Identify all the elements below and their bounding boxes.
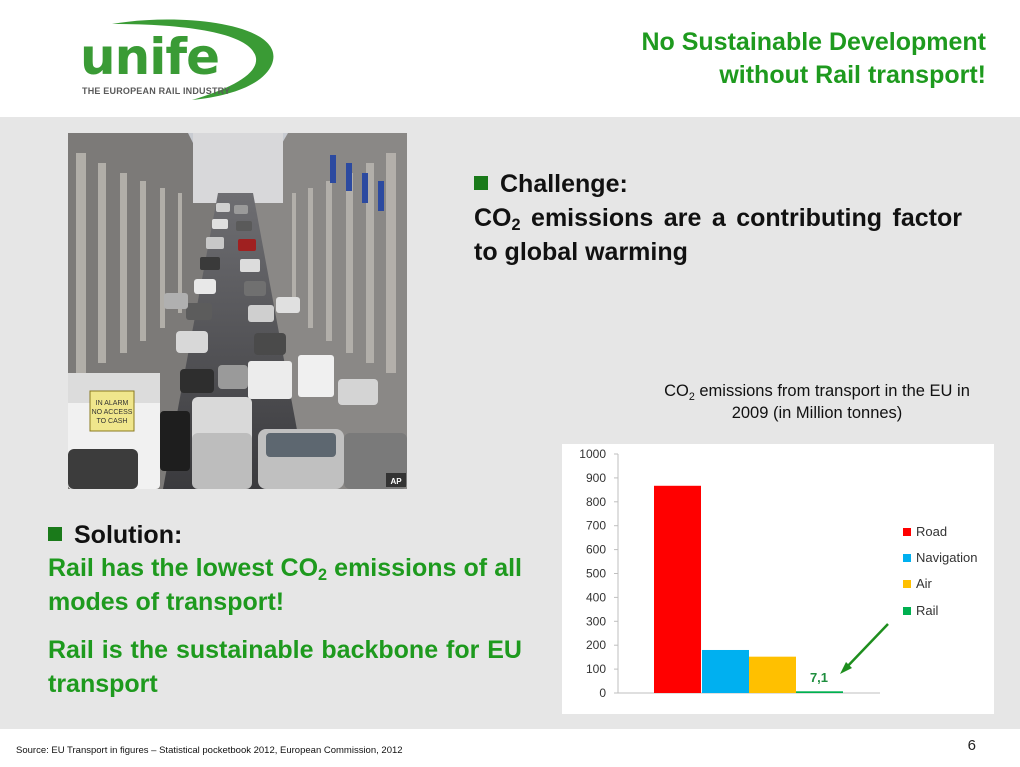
y-tick-label: 0 — [599, 686, 606, 700]
challenge-body-pre: CO — [474, 204, 512, 232]
page-number: 6 — [967, 737, 976, 754]
slide-title-line1: No Sustainable Development — [641, 28, 986, 56]
y-tick-label: 600 — [586, 543, 606, 557]
solution-p1-pre: Rail has the lowest CO — [48, 554, 319, 582]
bar-air — [749, 656, 796, 693]
legend-label-air: Air — [916, 576, 933, 591]
slide-title: No Sustainable Development without Rail … — [466, 26, 986, 92]
traffic-photo: IN ALARM NO ACCESS TO CASH AP — [68, 133, 407, 489]
logo-word: unife — [80, 28, 220, 86]
legend-label-rail: Rail — [916, 603, 939, 618]
chart-caption-sub: 2 — [688, 391, 695, 403]
chart-caption-post: emissions from transport in the EU in 20… — [694, 382, 970, 422]
solution-paragraph-2: Rail is the sustainable backbone for EU … — [48, 636, 522, 698]
photo-credit: AP — [390, 477, 402, 486]
legend-label-navigation: Navigation — [916, 550, 977, 565]
challenge-body-sub: 2 — [511, 216, 521, 234]
legend-swatch-road — [903, 528, 911, 536]
footer-area — [0, 729, 1020, 767]
challenge-heading: Challenge: — [500, 170, 628, 198]
svg-text:NO ACCESS: NO ACCESS — [92, 409, 133, 416]
annotation-arrow-line — [843, 623, 889, 671]
y-tick-label: 900 — [586, 471, 606, 485]
solution-block: Solution: Rail has the lowest CO2 emissi… — [48, 519, 522, 701]
svg-text:TO CASH: TO CASH — [97, 418, 128, 425]
challenge-block: Challenge: CO2 emissions are a contribut… — [474, 168, 962, 269]
y-tick-label: 300 — [586, 614, 606, 628]
slide-header: unife THE EUROPEAN RAIL INDUSTRY No Sust… — [0, 0, 1020, 117]
y-tick-label: 400 — [586, 590, 606, 604]
chart-caption-pre: CO — [664, 382, 689, 400]
source-citation: Source: EU Transport in figures – Statis… — [16, 745, 403, 756]
bar-road — [654, 485, 701, 693]
solution-heading: Solution: — [74, 521, 183, 549]
legend-swatch-rail — [903, 607, 911, 615]
traffic-jam-image: IN ALARM NO ACCESS TO CASH AP — [68, 133, 407, 489]
bar-rail — [796, 691, 843, 693]
legend-label-road: Road — [916, 524, 947, 539]
van-sign-text: IN ALARM — [96, 400, 129, 407]
solution-p1-post: emissions of all modes of transport! — [48, 554, 522, 616]
chart-caption: CO2 emissions from transport in the EU i… — [660, 380, 974, 424]
annotation-arrowhead-icon — [840, 662, 852, 674]
y-tick-label: 1000 — [579, 447, 606, 461]
bullet-square-icon — [48, 527, 62, 541]
emissions-chart: 0 100 200 300 400 500 600 700 800 900 1000 7,1 Road N… — [562, 444, 994, 714]
rail-value-annotation: 7,1 — [810, 670, 828, 685]
challenge-body: CO2 emissions are a contributing factor … — [474, 201, 962, 269]
unife-logo: unife THE EUROPEAN RAIL INDUSTRY — [72, 18, 282, 102]
logo-tagline: THE EUROPEAN RAIL INDUSTRY — [82, 86, 231, 96]
emissions-bar-chart: 0 100 200 300 400 500 600 700 800 900 1000 7,1 Road N… — [579, 447, 977, 700]
slide-title-line2: without Rail transport! — [719, 61, 986, 89]
legend-swatch-navigation — [903, 554, 911, 562]
bar-navigation — [702, 649, 749, 693]
y-tick-label: 100 — [586, 662, 606, 676]
y-tick-label: 700 — [586, 519, 606, 533]
challenge-body-post: emissions are a contributing factor to g… — [474, 204, 962, 266]
bullet-square-icon — [474, 176, 488, 190]
y-tick-label: 500 — [586, 567, 606, 581]
solution-p1-sub: 2 — [318, 566, 328, 584]
y-tick-label: 200 — [586, 638, 606, 652]
y-tick-label: 800 — [586, 495, 606, 509]
solution-paragraph-1: Rail has the lowest CO2 emissions of all… — [48, 551, 522, 619]
legend-swatch-air — [903, 580, 911, 588]
